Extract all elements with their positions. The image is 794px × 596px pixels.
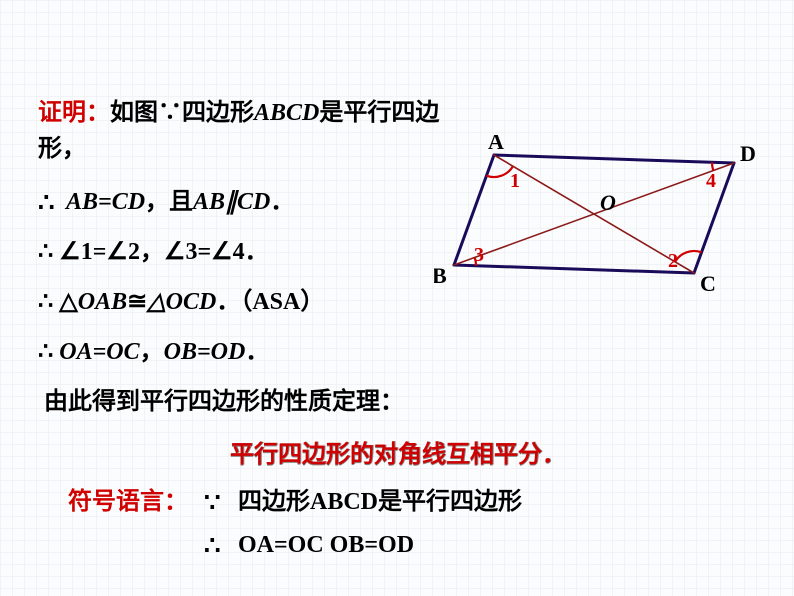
theorem-line: 平行四边形的对角线互相平分． — [38, 434, 758, 469]
svg-text:A: A — [488, 135, 504, 154]
l2a: AB=CD — [66, 189, 145, 215]
l5b: OB=OD — [164, 339, 246, 365]
proof-l1a: 如图∵四边形 — [110, 100, 254, 126]
l2b: AB∥CD — [193, 189, 270, 215]
sym1-text: 四边形ABCD是平行四边形 — [232, 489, 522, 515]
l2mid: ，且 — [145, 189, 193, 215]
l4ocd: △OCD — [147, 289, 216, 315]
l4cong: ≅ — [127, 289, 147, 315]
sym2-text: OA=OC OB=OD — [232, 532, 414, 558]
svg-text:C: C — [700, 271, 716, 296]
symbol-line1: ∵ 四边形ABCD是平行四边形 — [204, 481, 522, 520]
symbol-language-block: 符号语言： ∵ 四边形ABCD是平行四边形 ∴ OA=OC OB=OD — [68, 481, 758, 567]
therefore-symbol: ∴ — [38, 183, 66, 222]
therefore-symbol-2: ∴ — [204, 526, 232, 565]
because-symbol: ∵ — [204, 483, 232, 522]
theorem-text: 平行四边形的对角线互相平分． — [230, 442, 566, 468]
l5a: OA=OC — [59, 339, 139, 365]
l5mid: ， — [140, 339, 164, 365]
symbol-label: 符号语言： — [68, 481, 188, 516]
l4end: ．（ASA） — [216, 289, 324, 315]
l4oab: OAB — [78, 289, 127, 315]
svg-text:3: 3 — [474, 244, 484, 266]
proof-line5: ∴ OA=OC，OB=OD． — [38, 334, 758, 370]
svg-text:B: B — [434, 263, 447, 288]
proof-prefix: 证明： — [38, 100, 110, 126]
parallelogram-diagram: A D B C O 1 2 3 4 — [434, 135, 764, 305]
l4pre: ∴ △ — [38, 289, 78, 315]
symbol-line2: ∴ OA=OC OB=OD — [204, 524, 522, 563]
svg-text:2: 2 — [668, 250, 678, 272]
svg-text:4: 4 — [706, 170, 716, 192]
l5end: ． — [245, 339, 269, 365]
diagram-svg: A D B C O 1 2 3 4 — [434, 135, 764, 305]
conclusion-line: 由此得到平行四边形的性质定理： — [44, 384, 758, 420]
proof-l1b: ABCD — [254, 100, 319, 126]
svg-text:O: O — [600, 190, 616, 215]
l5pre: ∴ — [38, 339, 59, 365]
svg-text:D: D — [740, 141, 756, 166]
l2end: ． — [270, 189, 294, 215]
svg-text:1: 1 — [510, 170, 520, 192]
